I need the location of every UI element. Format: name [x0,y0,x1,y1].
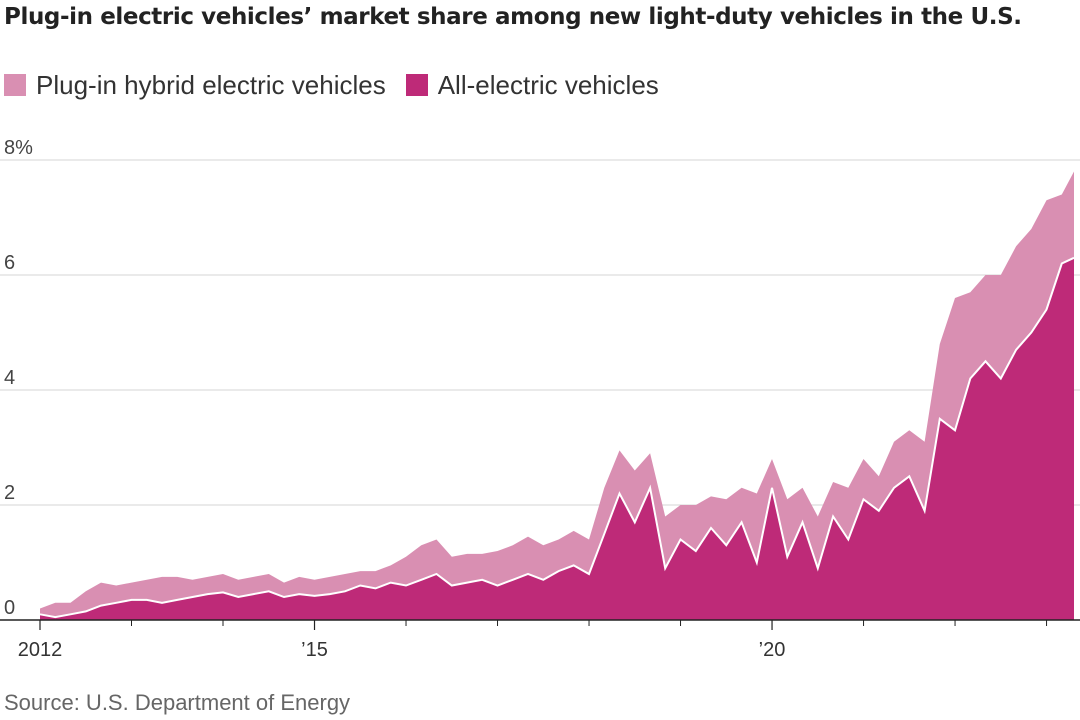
y-tick-label-0: 0 [4,597,15,619]
source-note: Source: U.S. Department of Energy [4,690,351,715]
legend-label-bev: All-electric vehicles [437,69,659,100]
y-tick-label-2: 2 [4,482,15,504]
legend-swatch-phev [4,74,26,96]
chart-title: Plug-in electric vehicles’ market share … [4,4,1022,30]
series-boundary-line [39,256,1075,619]
legend-swatch-bev [405,74,428,96]
legend-item-phev: Plug-in hybrid electric vehicles [4,70,386,101]
x-tick-label-2012: 2012 [18,639,63,661]
y-tick-label-4: 4 [4,367,15,389]
legend-label-phev: Plug-in hybrid electric vehicles [36,69,386,100]
y-tick-label-8: 8% [4,137,33,159]
chart-plot-area: 2012 ’15 ’20 0 2 4 6 8% [0,137,1080,661]
x-tick-label-2020: ’20 [759,639,786,661]
x-tick-label-2015: ’15 [301,639,328,661]
legend-item-bev: All-electric vehicles [405,69,659,101]
y-tick-label-6: 6 [4,252,15,274]
legend: Plug-in hybrid electric vehicles All-ele… [4,68,679,102]
area-series-bev [40,257,1074,620]
